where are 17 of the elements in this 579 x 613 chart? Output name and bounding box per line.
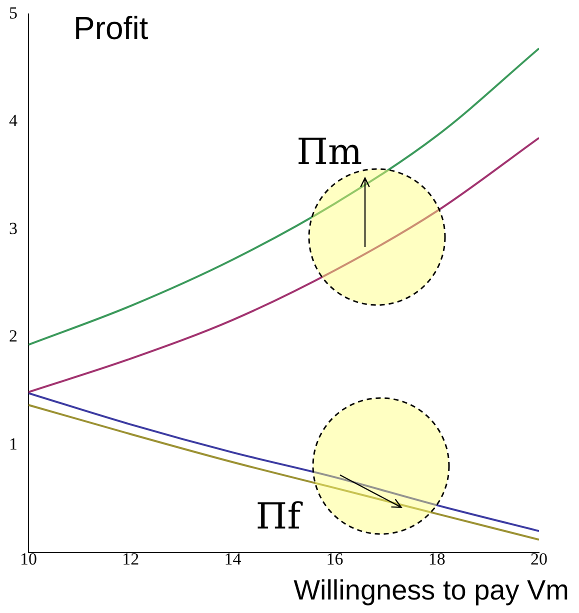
annotation: Πm [296, 132, 362, 174]
annotation: Πf [256, 496, 304, 538]
x-tick-label: 18 [428, 549, 446, 568]
y-tick-label: 1 [9, 434, 18, 454]
x-tick-label: 16 [326, 549, 344, 568]
line-series [28, 136, 539, 394]
x-tick-label: 14 [224, 549, 242, 568]
y-tick-label: 4 [9, 111, 18, 130]
y-axis-title: Profit [74, 10, 148, 46]
x-axis-title: Willingness to pay Vm [294, 574, 569, 606]
y-tick-label: 3 [9, 218, 18, 238]
y-tick-label: 2 [9, 326, 18, 346]
x-tick-label: 12 [122, 549, 140, 568]
y-tick-label: 5 [9, 3, 18, 22]
x-tick-label: 10 [20, 549, 37, 568]
line-series [28, 47, 539, 346]
x-tick-label: 20 [530, 549, 548, 568]
